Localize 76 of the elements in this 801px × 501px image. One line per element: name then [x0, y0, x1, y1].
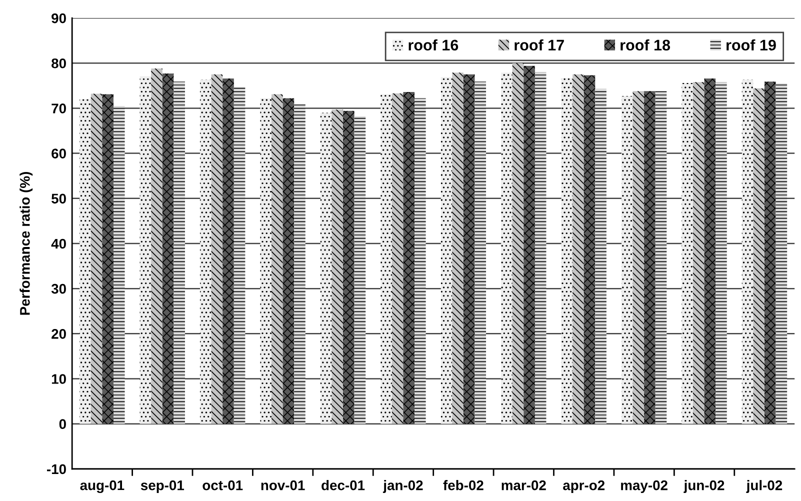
bar [414, 98, 426, 424]
x-tick-label: sep-01 [140, 480, 184, 493]
bar [452, 72, 464, 424]
bar [682, 82, 693, 424]
y-tick-label: 10 [52, 374, 66, 384]
bar [80, 99, 91, 424]
bar [776, 83, 788, 424]
bar [742, 80, 754, 424]
bar [463, 74, 475, 424]
bar [692, 82, 704, 424]
y-tick-label: 60 [52, 148, 66, 158]
bar [403, 92, 415, 424]
x-tick-label: jun-02 [684, 480, 724, 493]
bar [561, 78, 573, 424]
bar [260, 98, 272, 424]
y-tick-label: 50 [52, 194, 66, 204]
bar [320, 112, 332, 424]
x-tick-label: dec-01 [322, 480, 365, 490]
bar [716, 82, 727, 424]
bar [704, 78, 716, 424]
bar [151, 68, 162, 424]
bar [140, 76, 152, 424]
bar [174, 82, 185, 424]
x-tick-label: mar-02 [502, 480, 546, 490]
y-tick-label: 40 [51, 238, 66, 249]
bar [524, 66, 535, 424]
bar [272, 94, 283, 424]
x-tick-label: feb-02 [443, 480, 484, 490]
legend-label: roof 19 [726, 39, 776, 51]
y-tick-label: 30 [51, 284, 66, 294]
y-tick-label: 0 [59, 419, 66, 430]
y-tick-label: 20 [52, 329, 66, 339]
bar [440, 77, 452, 424]
y-tick-label: -10 [47, 464, 66, 474]
bar [572, 74, 584, 424]
y-tick-label: 70 [52, 104, 66, 114]
x-tick-label: oct-01 [202, 480, 243, 490]
y-tick-label: 80 [52, 58, 66, 68]
bar [632, 91, 644, 424]
x-tick-label: jul-02 [746, 480, 782, 493]
bar [655, 91, 667, 424]
bar [211, 74, 223, 424]
bar [282, 98, 294, 424]
bar [380, 94, 392, 424]
bar [294, 104, 306, 424]
y-tick-label: 90 [52, 13, 66, 24]
legend-label: roof 16 [408, 39, 458, 51]
bar [343, 110, 354, 424]
y-axis-title: Performance ratio (%) [20, 172, 33, 315]
bar [595, 88, 606, 424]
x-tick-label: may-02 [621, 480, 668, 493]
bar [162, 73, 174, 424]
bar [222, 78, 234, 424]
bar [392, 93, 404, 424]
bar [512, 63, 524, 424]
bar [501, 72, 512, 424]
bar [102, 94, 114, 424]
bar [200, 80, 212, 424]
bar [644, 91, 656, 424]
bar [534, 72, 546, 424]
bar [474, 82, 486, 424]
bar [90, 94, 102, 424]
bar [234, 87, 246, 424]
bar [764, 82, 776, 424]
bar [332, 110, 344, 424]
legend-label: roof 17 [514, 39, 564, 51]
bar [621, 96, 633, 424]
bar [113, 106, 125, 424]
x-tick-label: jan-02 [382, 480, 423, 493]
x-tick-label: apr-o2 [563, 480, 605, 493]
legend-label: roof 18 [620, 39, 670, 51]
bar [584, 75, 596, 424]
x-tick-label: aug-01 [80, 480, 124, 493]
x-tick-label: nov-01 [261, 480, 305, 490]
bar [753, 88, 764, 424]
bar [354, 116, 366, 424]
